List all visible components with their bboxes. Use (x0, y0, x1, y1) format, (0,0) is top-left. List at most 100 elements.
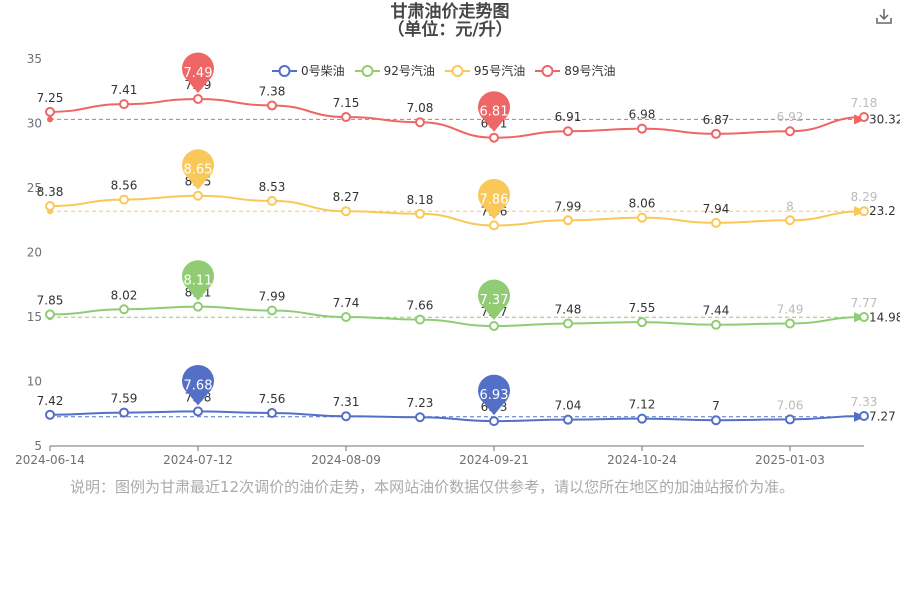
data-point[interactable] (193, 406, 203, 417)
data-point[interactable] (711, 217, 721, 228)
data-point[interactable] (267, 195, 277, 206)
data-label: 7.38 (259, 84, 286, 98)
legend-item[interactable]: 0号柴油 (272, 62, 345, 79)
data-label: 7.66 (407, 299, 434, 313)
legend-item[interactable]: 92号汽油 (354, 62, 435, 79)
data-point[interactable] (119, 407, 129, 418)
data-label: 7.74 (333, 296, 360, 310)
legend-line-icon (535, 64, 561, 77)
data-label: 6.87 (703, 113, 730, 127)
data-point[interactable] (341, 312, 351, 322)
data-point[interactable] (785, 215, 795, 226)
data-point[interactable] (45, 309, 55, 320)
data-point[interactable] (489, 416, 499, 427)
data-point[interactable] (637, 317, 647, 328)
data-point[interactable] (267, 407, 277, 418)
average-label: 7.27 (869, 410, 896, 424)
data-label: 7.56 (259, 392, 286, 406)
legend-label: 0号柴油 (301, 64, 345, 78)
data-point[interactable] (785, 414, 795, 425)
data-point[interactable] (563, 414, 573, 425)
data-label: 7.12 (629, 398, 656, 412)
x-tick-label: 2024-10-24 (607, 453, 677, 467)
data-point[interactable] (637, 123, 647, 134)
data-point[interactable] (45, 201, 55, 212)
x-tick-label: 2025-01-03 (755, 453, 825, 467)
data-point[interactable] (267, 100, 277, 111)
data-point[interactable] (415, 117, 425, 128)
data-label: 6.92 (777, 110, 804, 124)
y-tick-label: 25 (27, 181, 42, 195)
data-label: 7.33 (851, 395, 878, 409)
data-point[interactable] (119, 194, 129, 205)
data-point[interactable] (193, 93, 203, 104)
data-point[interactable] (637, 212, 647, 223)
data-point[interactable] (563, 126, 573, 137)
data-point[interactable] (193, 301, 203, 312)
download-icon[interactable] (874, 6, 894, 26)
data-point[interactable] (489, 132, 499, 143)
data-label: 7.06 (777, 398, 804, 412)
data-point[interactable] (785, 126, 795, 137)
data-point[interactable] (489, 220, 499, 231)
data-point[interactable] (859, 206, 869, 217)
data-point[interactable] (563, 318, 573, 329)
data-label: 7.42 (37, 394, 64, 408)
data-point[interactable] (415, 208, 425, 219)
data-point[interactable] (859, 112, 869, 123)
average-line-start (47, 116, 53, 123)
data-label: 7.99 (555, 199, 582, 213)
series-line-3 (49, 97, 865, 139)
legend-line-icon (354, 64, 380, 77)
data-point[interactable] (193, 190, 203, 201)
data-label: 7.49 (777, 302, 804, 316)
data-point[interactable] (859, 312, 869, 322)
data-label: 6.98 (629, 108, 656, 122)
data-point[interactable] (341, 206, 351, 217)
data-point[interactable] (45, 409, 55, 420)
chart-title: 甘肃油价走势图 （单位：元/升） (0, 3, 900, 39)
min-pin-marker (478, 374, 510, 416)
series-line-0 (49, 410, 865, 423)
data-label: 8.53 (259, 180, 286, 194)
max-pin-label: 7.49 (184, 66, 213, 81)
max-pin-marker (182, 52, 214, 93)
data-label: 8.29 (851, 190, 878, 204)
average-label: 14.98 (869, 310, 900, 324)
data-label: 8.18 (407, 193, 434, 207)
data-label: 7.23 (407, 396, 434, 410)
data-point[interactable] (119, 99, 129, 110)
data-point[interactable] (637, 413, 647, 424)
x-tick-label: 2024-08-09 (311, 453, 381, 467)
data-label: 6.91 (555, 110, 582, 124)
series-line-2 (49, 194, 865, 227)
legend-label: 95号汽油 (473, 64, 526, 78)
data-point[interactable] (415, 412, 425, 423)
data-label: 8.56 (111, 179, 138, 193)
data-point[interactable] (45, 106, 55, 117)
chart-subtitle: （单位：元/升） (387, 20, 513, 40)
legend-item[interactable]: 95号汽油 (444, 62, 526, 79)
data-point[interactable] (563, 215, 573, 226)
min-pin-label: 7.37 (480, 293, 509, 308)
data-point[interactable] (711, 319, 721, 330)
data-point[interactable] (859, 410, 869, 421)
data-point[interactable] (267, 305, 277, 316)
data-label: 8.27 (333, 190, 360, 204)
data-point[interactable] (119, 304, 129, 315)
data-label: 7.85 (37, 293, 64, 307)
data-label: 8.06 (629, 197, 656, 211)
min-pin-marker (478, 178, 510, 220)
data-point[interactable] (711, 128, 721, 139)
data-point[interactable] (711, 415, 721, 426)
max-pin-marker (181, 260, 214, 301)
legend-item[interactable]: 89号汽油 (535, 62, 615, 79)
data-point[interactable] (341, 112, 351, 123)
data-point[interactable] (489, 321, 499, 332)
min-pin-marker (478, 279, 510, 321)
average-label: 23.2 (869, 204, 896, 218)
data-point[interactable] (341, 411, 351, 422)
data-point[interactable] (415, 314, 425, 325)
data-point[interactable] (785, 318, 795, 329)
